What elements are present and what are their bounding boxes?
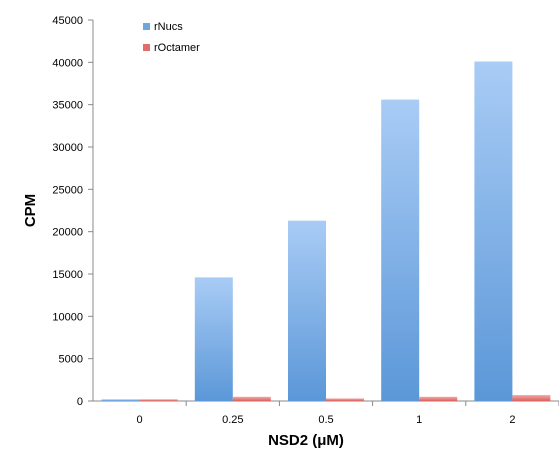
legend-label-roctamer: rOctamer xyxy=(154,42,200,54)
x-axis-title: NSD2 (μM) xyxy=(268,432,344,449)
y-tick-label: 40000 xyxy=(52,57,83,69)
x-tick-label: 1 xyxy=(416,414,422,426)
y-tick-label: 15000 xyxy=(52,269,83,281)
bar-rnucs-2 xyxy=(474,61,513,402)
legend-swatch-rnucs xyxy=(143,23,150,30)
bars xyxy=(101,61,551,402)
bar-rnucs-0 xyxy=(101,399,140,401)
x-tick-label: 0.5 xyxy=(318,414,333,426)
bar-roctamer-1 xyxy=(419,396,458,401)
bar-roctamer-0 xyxy=(139,399,178,401)
bar-roctamer-0.5 xyxy=(326,398,364,401)
y-tick-label: 25000 xyxy=(52,184,83,196)
y-axis-title: CPM xyxy=(22,194,39,227)
y-tick-label: 0 xyxy=(77,396,83,408)
legend-swatch-roctamer xyxy=(143,44,150,51)
bar-roctamer-2 xyxy=(512,395,551,401)
y-axis: 0 5000 10000 15000 20000 25000 30000 35000 40000… xyxy=(52,15,94,408)
y-tick-label: 45000 xyxy=(52,15,83,27)
y-tick-label: 20000 xyxy=(52,227,83,239)
bar-rnucs-1 xyxy=(381,99,420,401)
x-tick-label: 2 xyxy=(509,414,515,426)
x-axis: 0 0.25 0.5 1 2 xyxy=(93,400,559,426)
bar-rnucs-0.5 xyxy=(288,220,326,401)
x-tick-label: 0.25 xyxy=(222,414,243,426)
y-tick-label: 5000 xyxy=(59,354,83,366)
y-tick-label: 10000 xyxy=(52,311,83,323)
bar-rnucs-0.25 xyxy=(194,277,233,401)
legend-label-rnucs: rNucs xyxy=(154,21,183,33)
legend: rNucs rOctamer xyxy=(143,21,200,54)
y-tick-label: 35000 xyxy=(52,100,83,112)
bar-roctamer-0.25 xyxy=(232,396,271,401)
x-tick-label: 0 xyxy=(137,414,143,426)
y-tick-label: 30000 xyxy=(52,142,83,154)
